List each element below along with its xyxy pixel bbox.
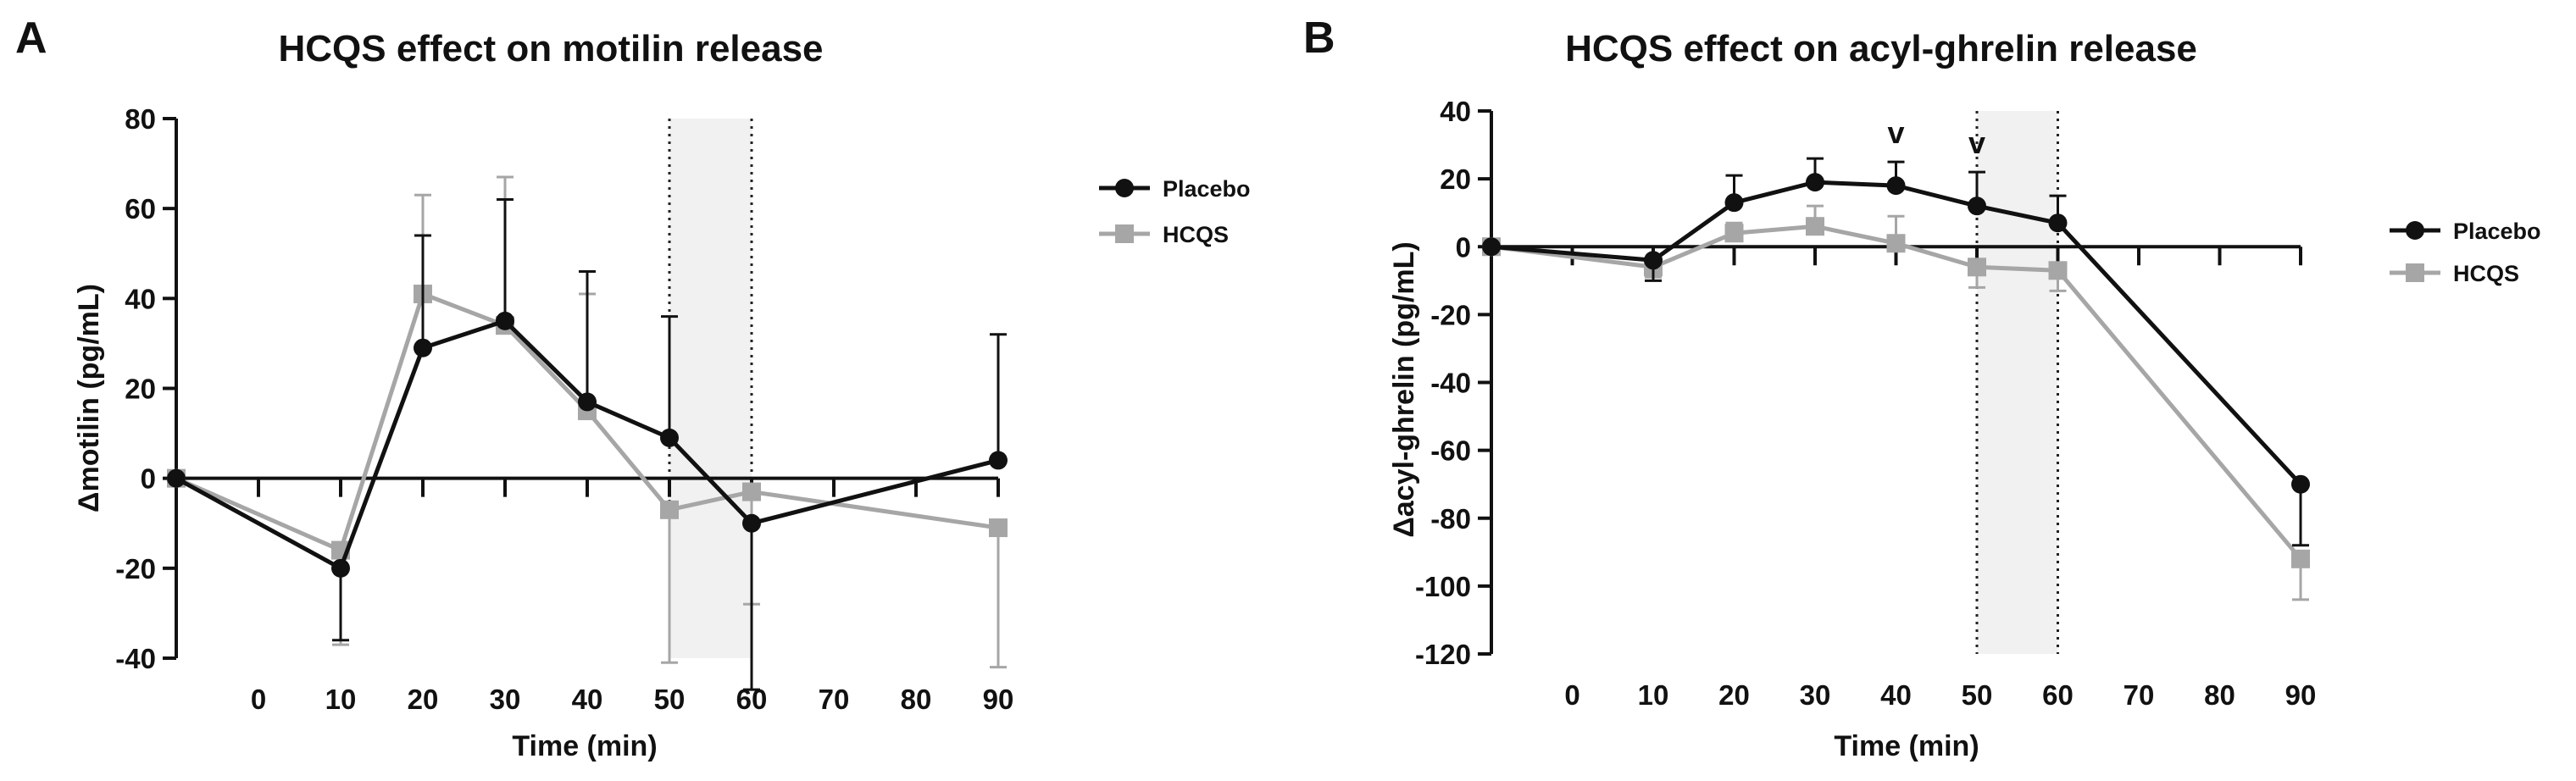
series-line-hcqs [175, 291, 999, 553]
y-tick-label: -20 [1430, 299, 1471, 330]
x-tick-label: 20 [1718, 679, 1750, 711]
y-tick-label: 0 [141, 463, 156, 495]
data-point-hcqs [2291, 549, 2310, 568]
x-tick-label: 70 [819, 684, 850, 715]
y-tick-label: 20 [1440, 163, 1471, 195]
panel-b-letter: B [1303, 14, 1335, 63]
legend-item-placebo: Placebo [1099, 176, 1251, 202]
shaded-region [1977, 111, 2058, 654]
series-line-placebo [175, 318, 999, 571]
panel-b-x-axis-title: Time (min) [1834, 730, 1979, 762]
data-point-placebo [414, 338, 432, 357]
x-tick-label: 90 [2285, 679, 2317, 711]
data-point-placebo [2048, 213, 2068, 233]
x-tick-label: 40 [1880, 679, 1912, 711]
data-point-placebo [742, 513, 761, 533]
legend-marker-hcqs [2406, 263, 2424, 282]
legend-label-hcqs: HCQS [2453, 261, 2519, 286]
panel-a: A HCQS effect on motilin release -40 -20 0… [15, 14, 1251, 762]
x-tick-label: 50 [1962, 679, 1993, 711]
y-tick-label: -60 [1430, 435, 1471, 467]
data-point-hcqs [660, 500, 679, 519]
y-tick-label: -20 [115, 553, 156, 584]
data-point-hcqs [1968, 258, 1986, 277]
x-tick-label: 40 [572, 684, 603, 715]
legend-label-hcqs: HCQS [1163, 222, 1229, 247]
significance-marker: v [1887, 115, 1904, 150]
x-tick-label: 0 [251, 684, 266, 715]
y-tick-label: 20 [125, 374, 156, 405]
legend-marker-hcqs [1115, 224, 1134, 243]
x-tick-label: 30 [1800, 679, 1831, 711]
legend-item-placebo: Placebo [2390, 219, 2541, 244]
data-point-placebo [1644, 251, 1663, 270]
x-tick-label: 10 [325, 684, 357, 715]
panel-b-title: HCQS effect on acyl-ghrelin release [1565, 28, 2197, 69]
data-point-placebo [578, 392, 597, 412]
x-tick-label: 80 [2204, 679, 2235, 711]
panel-a-letter: A [15, 14, 47, 63]
x-tick-label: 0 [1564, 679, 1579, 711]
x-tick-label: 20 [408, 684, 439, 715]
legend-marker-placebo [2406, 221, 2424, 240]
y-tick-label: 40 [125, 283, 156, 314]
panel-b-legend: Placebo HCQS [2390, 219, 2541, 286]
data-point-placebo [989, 451, 1008, 470]
legend-marker-placebo [1115, 179, 1134, 197]
data-point-placebo [660, 428, 679, 447]
panel-a-legend: Placebo HCQS [1099, 176, 1251, 247]
series-line-placebo [1491, 180, 2302, 486]
data-point-placebo [1806, 173, 1824, 192]
data-point-hcqs [1724, 224, 1744, 243]
significance-marker: v [1968, 125, 1985, 160]
data-point-hcqs [989, 518, 1008, 538]
x-tick-label: 10 [1638, 679, 1669, 711]
data-point-placebo [1482, 237, 1501, 257]
data-point-placebo [1724, 193, 1744, 213]
x-tick-label: 90 [983, 684, 1014, 715]
data-point-hcqs [742, 482, 761, 501]
data-point-placebo [331, 558, 350, 578]
data-point-hcqs [1806, 217, 1824, 236]
y-tick-label: 40 [1440, 96, 1471, 127]
x-tick-label: 80 [901, 684, 932, 715]
y-tick-label: -80 [1430, 503, 1471, 535]
data-point-placebo [167, 468, 186, 488]
y-tick-label: -120 [1415, 639, 1471, 670]
data-point-placebo [1968, 197, 1986, 216]
legend-item-hcqs: HCQS [1099, 222, 1229, 247]
y-tick-label: 0 [1456, 231, 1471, 263]
data-point-placebo [1886, 176, 1906, 196]
data-point-hcqs [2048, 261, 2068, 280]
panel-b-plot-area: -120 -100 -80 -60 -40 -20 0 20 40 0 10 20 30 40 50 60 70… [1415, 96, 2316, 711]
panel-a-title: HCQS effect on motilin release [278, 28, 823, 69]
legend-label-placebo: Placebo [1163, 176, 1251, 202]
legend-item-hcqs: HCQS [2390, 261, 2519, 286]
y-tick-label: 80 [125, 103, 156, 135]
panel-b-y-axis-title: Δacyl-ghrelin (pg/mL) [1388, 241, 1420, 537]
panel-b: B HCQS effect on acyl-ghrelin release -1… [1303, 14, 2541, 762]
y-tick-label: -40 [1430, 368, 1471, 399]
legend-label-placebo: Placebo [2453, 219, 2541, 244]
data-point-placebo [496, 311, 514, 330]
data-point-placebo [2291, 474, 2310, 494]
y-tick-label: -40 [115, 643, 156, 674]
y-tick-label: -100 [1415, 571, 1471, 602]
x-tick-label: 30 [490, 684, 521, 715]
series-line-hcqs [1491, 224, 2302, 561]
x-tick-label: 70 [2124, 679, 2155, 711]
panel-a-x-axis-title: Time (min) [512, 730, 657, 762]
x-tick-label: 50 [654, 684, 686, 715]
y-tick-label: 60 [125, 193, 156, 224]
data-point-hcqs [1886, 234, 1906, 253]
x-tick-label: 60 [2042, 679, 2074, 711]
panel-a-y-axis-title: Δmotilin (pg/mL) [73, 284, 105, 512]
shaded-region [669, 119, 752, 658]
